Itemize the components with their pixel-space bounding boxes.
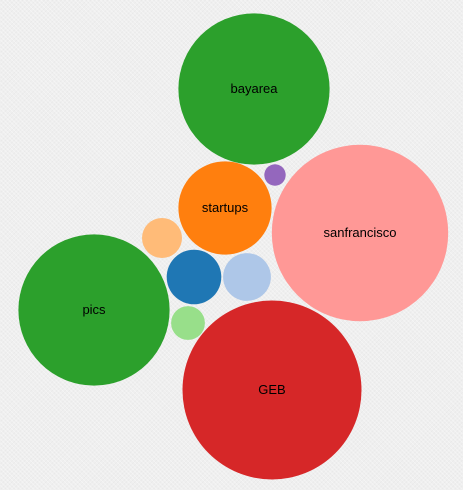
bubble-sanfrancisco: sanfrancisco	[272, 145, 448, 321]
bubble-label-pics: pics	[82, 302, 106, 317]
bubble-label-bayarea: bayarea	[231, 81, 279, 96]
bubble-unlabeled-6	[167, 250, 222, 305]
bubble-label-startups: startups	[202, 200, 249, 215]
bubble-unlabeled-10	[264, 164, 285, 185]
bubble-circle-unlabeled-6	[167, 250, 222, 305]
bubble-pics: pics	[18, 234, 169, 385]
bubble-circle-unlabeled-7	[223, 253, 271, 301]
bubble-geb: GEB	[183, 301, 362, 480]
bubble-startups: startups	[178, 161, 271, 254]
bubble-unlabeled-8	[142, 218, 182, 258]
bubble-circle-unlabeled-9	[171, 306, 205, 340]
bubble-circle-unlabeled-8	[142, 218, 182, 258]
bubble-bayarea: bayarea	[178, 13, 329, 164]
bubble-label-sanfrancisco: sanfrancisco	[324, 225, 397, 240]
bubble-label-geb: GEB	[258, 382, 285, 397]
bubble-circle-unlabeled-10	[264, 164, 285, 185]
bubble-unlabeled-7	[223, 253, 271, 301]
bubble-unlabeled-9	[171, 306, 205, 340]
